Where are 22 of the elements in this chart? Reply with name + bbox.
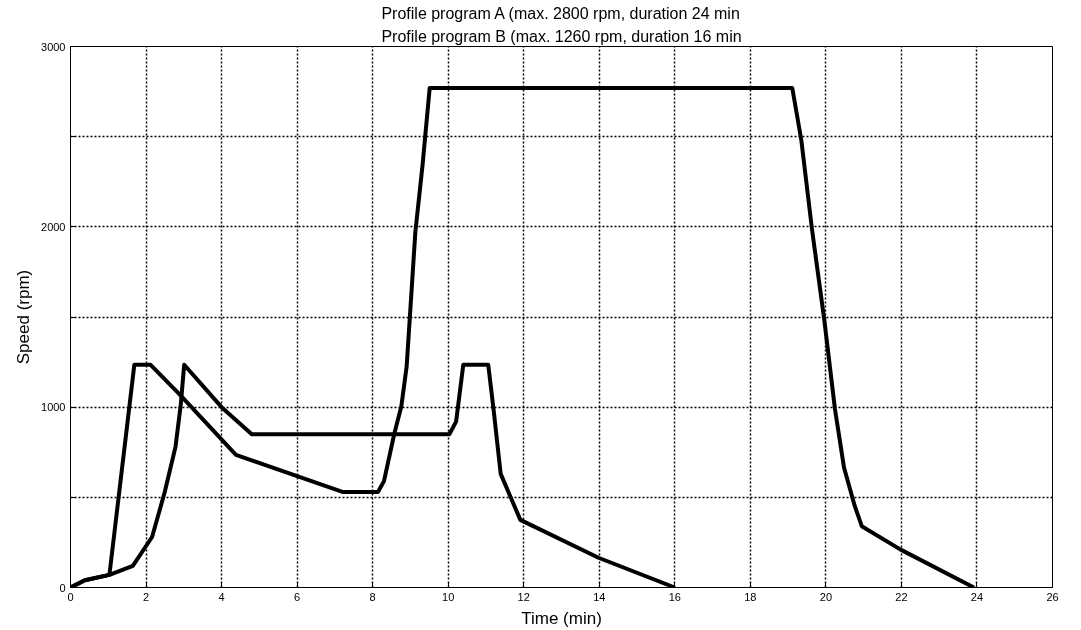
x-axis-title: Time (min) <box>521 608 602 628</box>
x-tick-label: 10 <box>442 590 455 603</box>
x-tick-label: 4 <box>218 590 225 603</box>
x-tick-label: 16 <box>668 590 681 603</box>
y-tick-label: 2000 <box>41 220 66 233</box>
x-tick-label: 22 <box>895 590 908 603</box>
y-tick-label: 1000 <box>41 401 66 414</box>
x-tick-label: 14 <box>593 590 606 603</box>
x-tick-label: 2 <box>142 590 150 603</box>
y-tick-label: 0 <box>59 581 66 594</box>
y-axis-title: Speed (rpm) <box>14 269 34 365</box>
x-tick-label: 0 <box>67 590 74 603</box>
y-tick-label: 3000 <box>41 40 66 53</box>
x-tick-label: 24 <box>970 590 984 603</box>
text: Profile program B (max. 1260 rpm, duration 16 min <box>381 27 742 45</box>
x-tick-label: 8 <box>369 590 376 603</box>
x-tick-label: 6 <box>294 590 301 603</box>
x-tick-label: 26 <box>1046 590 1059 603</box>
text: Profile program A (max. 2800 rpm, duration 24 min <box>381 4 740 22</box>
x-tick-label: 12 <box>517 590 530 603</box>
x-tick-label: 18 <box>744 590 757 603</box>
x-tick-label: 20 <box>819 590 833 603</box>
